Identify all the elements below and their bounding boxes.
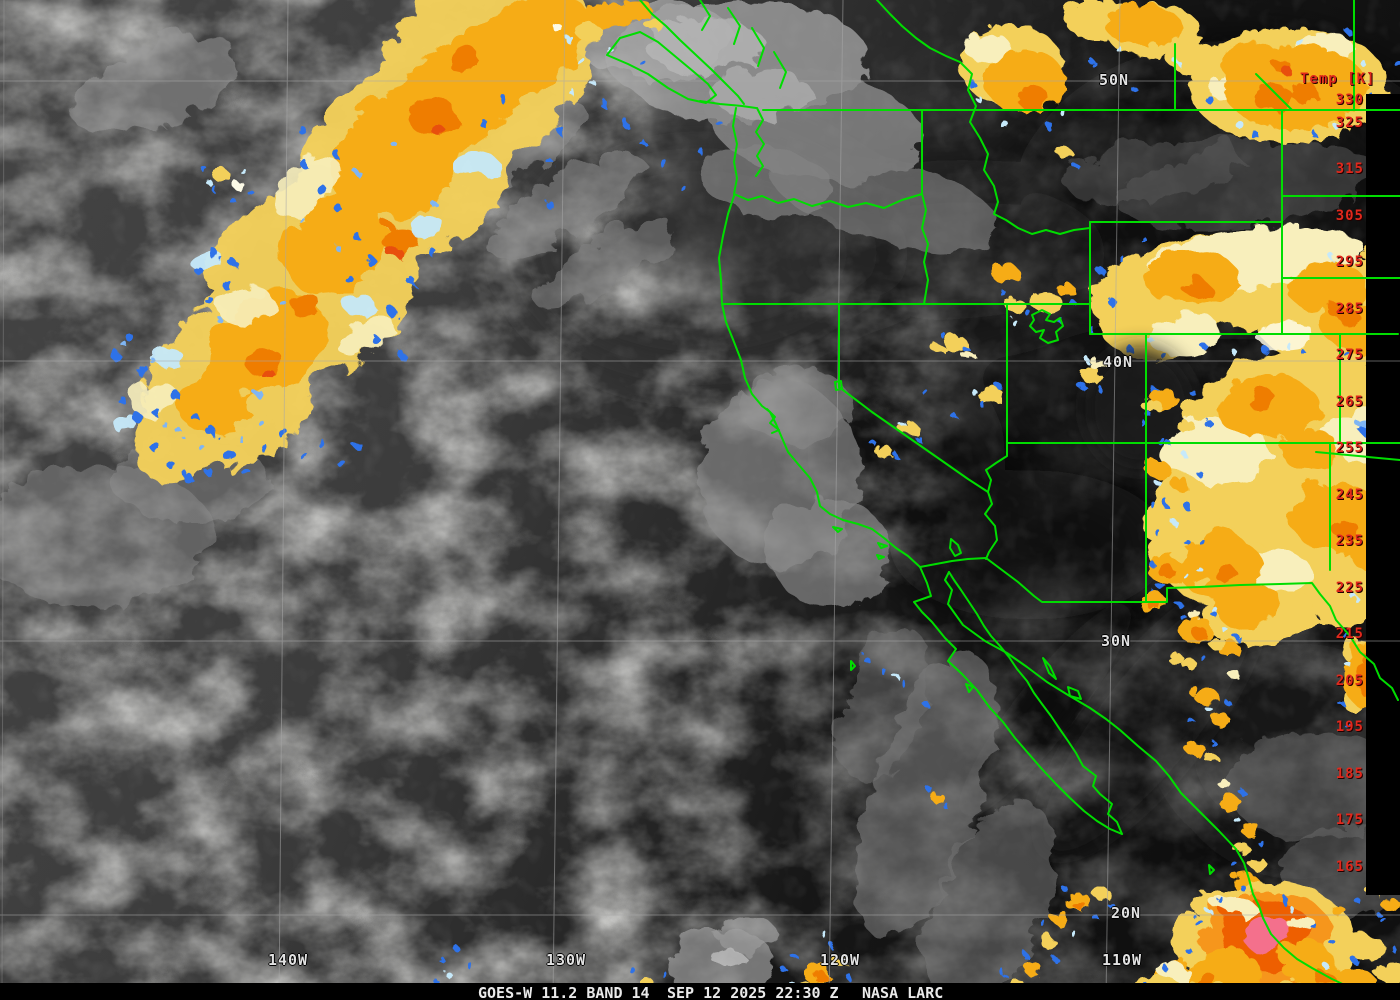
caption-text-2: NASA LARC bbox=[862, 984, 944, 1000]
baja-east-coast bbox=[948, 571, 1123, 835]
lon-label-140W: 140W bbox=[267, 951, 309, 969]
colorbar-tick-315: 315 bbox=[1335, 161, 1364, 177]
mexico-mainland-coast bbox=[944, 571, 1381, 1000]
colorbar-tick-295: 295 bbox=[1335, 254, 1364, 270]
caption-text-1: SEP 12 2025 22:30 Z bbox=[667, 984, 839, 1000]
vancouver-island bbox=[606, 31, 717, 104]
great-salt-lake bbox=[1029, 309, 1064, 344]
lake-tahoe bbox=[834, 380, 843, 391]
lat-label-50N: 50N bbox=[1098, 71, 1130, 89]
colorbar-title: Temp [K] bbox=[1300, 71, 1376, 87]
california-coast bbox=[721, 303, 921, 568]
great-basin-cells bbox=[867, 260, 1103, 455]
caption-bar: GOES-W 11.2 BAND 14 SEP 12 2025 22:30 Z NA… bbox=[0, 983, 1400, 1000]
colorbar-tick-275: 275 bbox=[1335, 347, 1364, 363]
map-boundaries bbox=[606, 0, 1400, 1000]
colorbar-tick-330: 330 bbox=[1335, 92, 1364, 108]
colorbar-tick-325: 325 bbox=[1335, 115, 1364, 131]
colorbar-tick-245: 245 bbox=[1335, 487, 1364, 503]
colorbar-tick-195: 195 bbox=[1335, 719, 1364, 735]
blue-speckles-nw bbox=[107, 92, 504, 481]
pnw-cold-bits bbox=[197, 0, 719, 204]
baja-west-coast bbox=[913, 566, 1123, 835]
colorado-river bbox=[984, 491, 998, 560]
colorbar-tick-185: 185 bbox=[1335, 766, 1364, 782]
lon-label-120W: 120W bbox=[819, 951, 861, 969]
colorbar-tick-205: 205 bbox=[1335, 673, 1364, 689]
colorbar-tick-225: 225 bbox=[1335, 580, 1364, 596]
scattered-cells-south bbox=[429, 652, 1111, 1000]
colorbar-tick-235: 235 bbox=[1335, 533, 1364, 549]
or-id-border bbox=[921, 193, 929, 305]
colorbar bbox=[1366, 94, 1400, 895]
colorbar-tick-305: 305 bbox=[1335, 208, 1364, 224]
lon-label-110W: 110W bbox=[1101, 951, 1143, 969]
nw-storm-band bbox=[106, 0, 588, 480]
ca-nv-border bbox=[838, 303, 989, 493]
colorbar-tick-165: 165 bbox=[1335, 859, 1364, 875]
san-francisco-bay bbox=[766, 408, 780, 434]
lightblue-speckles-nw bbox=[117, 137, 433, 449]
colorbar-tick-285: 285 bbox=[1335, 301, 1364, 317]
salton-sea bbox=[949, 538, 962, 557]
colorbar-tick-175: 175 bbox=[1335, 812, 1364, 828]
colorbar-tick-255: 255 bbox=[1335, 440, 1364, 456]
colorbar-tick-265: 265 bbox=[1335, 394, 1364, 410]
us-mexico-border bbox=[919, 557, 1399, 701]
washington-coast bbox=[732, 107, 738, 195]
columbia-river-border bbox=[733, 193, 923, 209]
lat-label-40N: 40N bbox=[1102, 353, 1134, 371]
lat-label-30N: 30N bbox=[1100, 632, 1132, 650]
caption-text-0: GOES-W 11.2 BAND 14 bbox=[478, 984, 650, 1000]
colorbar-tick-215: 215 bbox=[1335, 626, 1364, 642]
lon-label-130W: 130W bbox=[545, 951, 587, 969]
id-mt-border bbox=[876, 0, 1091, 235]
sierra-madre-cells bbox=[1136, 385, 1265, 890]
lat-label-20N: 20N bbox=[1110, 904, 1142, 922]
topright-storms bbox=[956, 0, 1399, 168]
oregon-coast bbox=[718, 195, 735, 305]
guadalupe-island bbox=[850, 660, 856, 671]
